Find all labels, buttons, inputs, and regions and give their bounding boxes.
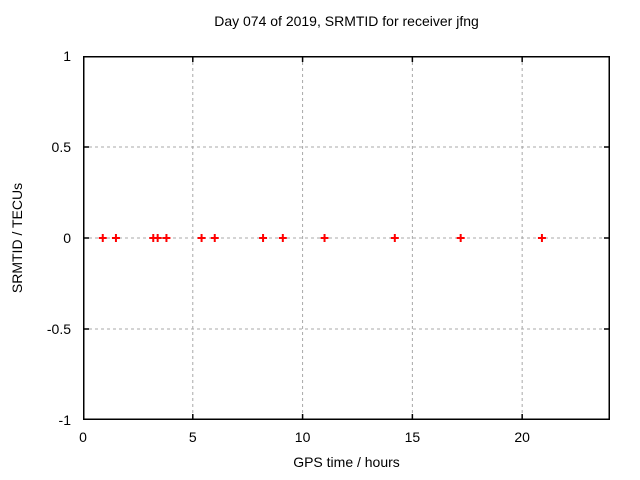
x-axis-label: GPS time / hours — [293, 454, 400, 470]
plot-border — [83, 56, 610, 420]
x-tick-labels: 0 5 10 15 20 — [79, 428, 610, 446]
x-tick-label: 10 — [294, 429, 311, 445]
y-tick-label: 0.5 — [51, 139, 71, 155]
x-tick-label: 20 — [514, 429, 530, 445]
y-tick-label: 0 — [63, 230, 71, 246]
y-tick-label: -1 — [58, 412, 71, 428]
x-tick-label: 15 — [404, 429, 421, 445]
x-tick-label: 0 — [79, 429, 87, 445]
x-tick-label: 5 — [188, 429, 197, 445]
y-tick-label: -0.5 — [46, 321, 71, 337]
plot-area — [83, 56, 610, 420]
chart-title: Day 074 of 2019, SRMTID for receiver jfn… — [214, 13, 479, 29]
y-tick-label: 1 — [63, 48, 71, 64]
y-tick-labels: 1 0.5 0 -0.5 -1 — [0, 48, 71, 428]
